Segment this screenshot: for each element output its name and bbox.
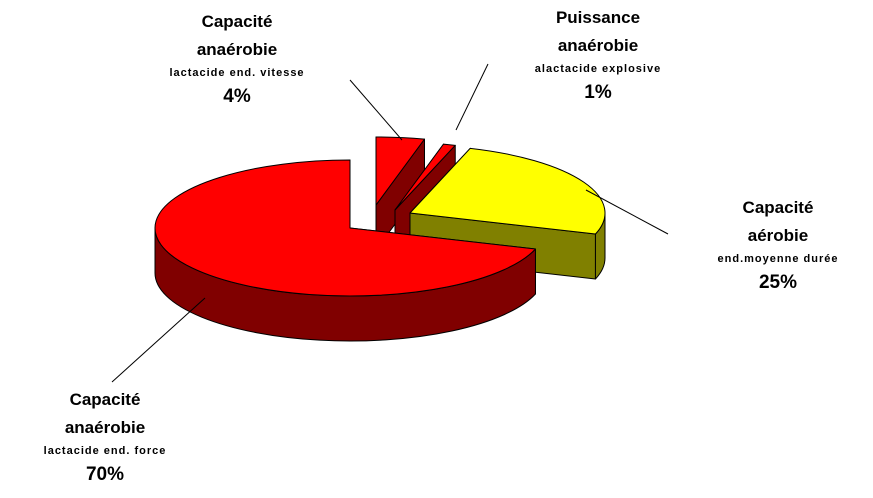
category-detail: lactacide end. force — [43, 445, 167, 457]
category-detail: end.moyenne durée — [717, 253, 839, 265]
slice — [154, 159, 536, 297]
slice — [394, 143, 456, 211]
value-label: 25% — [758, 272, 798, 293]
leader-line — [349, 79, 403, 141]
slice-label: Puissance anaérobie alactacide explosive 1… — [535, 4, 661, 108]
leader-line — [111, 297, 206, 383]
category-name: Capacité aérobie — [742, 198, 814, 245]
category-name: Puissance anaérobie — [555, 8, 641, 55]
category-name: Capacité anaérobie — [196, 12, 278, 59]
value-label: 70% — [85, 464, 125, 485]
slice — [409, 147, 606, 235]
value-label: 1% — [584, 82, 612, 103]
slice-label: Capacité anaérobie lactacide end. force 70… — [44, 386, 167, 490]
category-detail: lactacide end. vitesse — [169, 67, 305, 79]
value-label: 4% — [223, 86, 251, 107]
leader-line — [455, 63, 489, 131]
category-name: Capacité anaérobie — [64, 390, 146, 437]
slice-label: Capacité anaérobie lactacide end. vitesse… — [169, 8, 304, 112]
category-detail: alactacide explosive — [534, 63, 662, 75]
slice-label: Capacité aérobie end.moyenne durée 25% — [718, 194, 839, 298]
leader-line — [585, 189, 669, 235]
